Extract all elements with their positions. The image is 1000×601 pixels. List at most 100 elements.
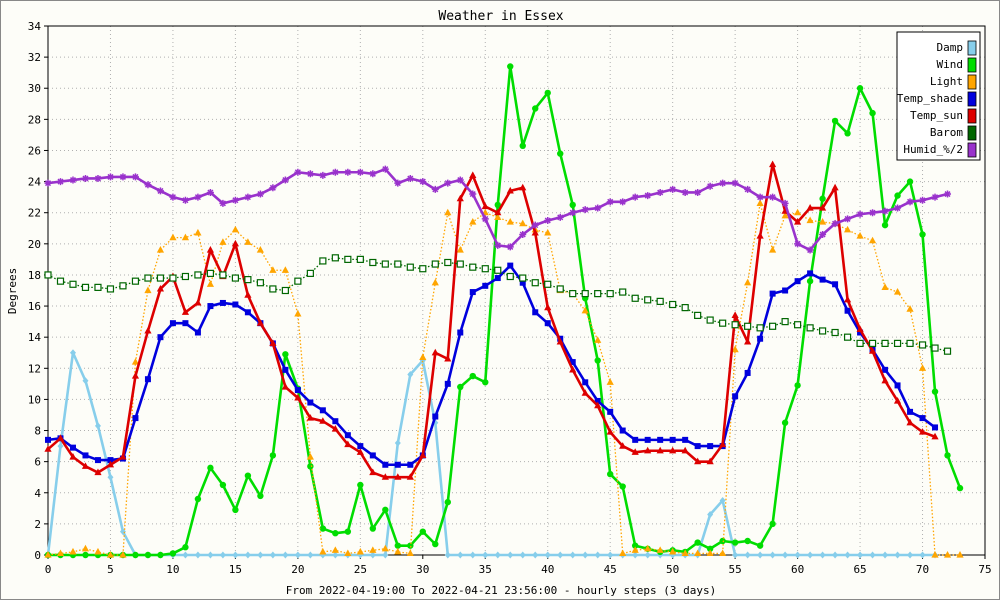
data-point [706, 545, 714, 552]
data-point [769, 160, 777, 168]
data-point [769, 520, 776, 528]
data-point [606, 428, 614, 435]
data-point [56, 178, 64, 186]
data-point [307, 463, 314, 470]
data-point [194, 495, 202, 503]
data-point [269, 285, 277, 293]
data-point [669, 547, 677, 555]
data-point [182, 544, 189, 551]
data-point [407, 542, 414, 549]
series-line-damp [46, 351, 936, 557]
data-point [694, 457, 702, 465]
data-point [581, 290, 589, 298]
data-point [569, 359, 576, 366]
data-point [631, 542, 639, 549]
data-point [531, 279, 539, 287]
data-point [844, 551, 851, 559]
data-point [907, 408, 914, 415]
data-point [256, 319, 264, 326]
legend: Damp Wind Light Temp_shade Temp_sun Barom Humi… [896, 31, 981, 161]
x-tick-label: 40 [541, 563, 554, 576]
data-point [406, 549, 414, 557]
data-point [156, 274, 165, 282]
data-point [544, 216, 552, 224]
data-point [881, 339, 889, 347]
data-point [494, 275, 501, 282]
data-point [256, 246, 264, 253]
data-point [769, 551, 776, 559]
data-point [557, 551, 564, 559]
data-point [506, 243, 514, 251]
data-point [843, 225, 852, 233]
data-point [307, 551, 314, 559]
data-point [357, 443, 364, 450]
data-point [556, 337, 564, 345]
data-point [469, 190, 477, 198]
data-point [232, 301, 239, 308]
data-point [482, 282, 489, 289]
data-point [281, 382, 289, 390]
data-point [569, 365, 577, 373]
data-point [144, 376, 151, 383]
data-point [644, 296, 652, 304]
x-tick-label: 70 [916, 563, 929, 576]
data-point [444, 380, 451, 387]
x-tick-label: 35 [479, 563, 492, 576]
data-point [232, 506, 239, 514]
data-point [681, 446, 689, 454]
data-point [744, 337, 752, 345]
data-point [544, 280, 552, 288]
data-point [556, 285, 564, 293]
y-tick-label: 16 [28, 300, 41, 313]
data-point [394, 547, 402, 555]
data-point [706, 316, 714, 324]
data-point [732, 393, 739, 400]
data-point [607, 470, 614, 478]
data-point [256, 279, 264, 287]
data-point [194, 329, 201, 336]
data-point [819, 195, 826, 202]
data-point [419, 265, 427, 273]
data-point [81, 544, 90, 552]
data-point [656, 546, 664, 553]
data-point [919, 196, 927, 204]
data-point [131, 372, 140, 379]
data-point [482, 379, 489, 386]
data-point [94, 547, 102, 555]
data-point [369, 258, 377, 267]
data-point [406, 473, 414, 480]
data-point [744, 537, 751, 545]
data-point [831, 117, 839, 125]
data-point [769, 193, 777, 201]
data-point [381, 260, 389, 268]
data-point [669, 436, 676, 443]
data-point [594, 336, 602, 343]
data-point [731, 311, 739, 318]
data-point [219, 271, 227, 279]
data-point [719, 319, 727, 327]
data-point [194, 228, 202, 236]
data-point [194, 298, 202, 306]
data-point [244, 238, 252, 245]
data-point [919, 551, 926, 559]
data-point [519, 183, 527, 191]
data-point [607, 408, 614, 415]
data-point [719, 537, 726, 545]
data-point [144, 286, 152, 294]
legend-swatch-barom [967, 125, 977, 141]
data-point [344, 528, 352, 535]
data-point [269, 339, 277, 346]
data-point [944, 452, 951, 459]
data-point [331, 424, 339, 432]
data-point [694, 549, 702, 557]
data-point [681, 549, 689, 557]
data-point [281, 286, 289, 295]
series-temp-shade [45, 262, 939, 468]
data-point [732, 551, 739, 559]
data-point [619, 442, 627, 449]
data-point [332, 530, 339, 537]
data-point [619, 427, 626, 434]
data-point [332, 551, 339, 559]
data-point [444, 258, 452, 267]
data-point [606, 198, 614, 206]
